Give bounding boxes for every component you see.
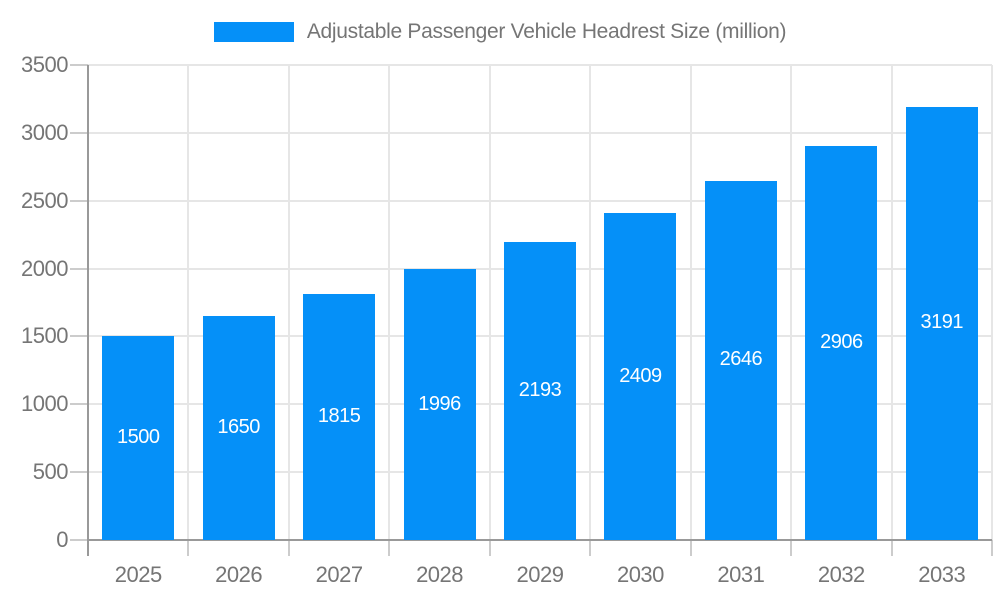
bar-2032 bbox=[805, 145, 878, 540]
x-axis-tick bbox=[187, 540, 190, 556]
x-axis-tick bbox=[790, 540, 793, 556]
gridline-horizontal bbox=[88, 131, 992, 134]
bar-2027 bbox=[303, 293, 376, 540]
gridline-horizontal bbox=[88, 64, 992, 66]
bar-value-label: 1996 bbox=[418, 392, 461, 415]
y-axis-tick bbox=[70, 199, 88, 202]
gridline-vertical bbox=[488, 65, 491, 540]
bar-value-label: 3191 bbox=[920, 311, 964, 334]
y-tick-label: 500 bbox=[32, 459, 69, 485]
bar-value-label: 2409 bbox=[619, 364, 662, 387]
x-axis-tick bbox=[388, 540, 391, 556]
x-tick-label: 2028 bbox=[416, 562, 464, 587]
x-axis-tick bbox=[890, 540, 893, 556]
x-axis-line bbox=[88, 539, 992, 541]
y-tick-label: 2500 bbox=[21, 187, 68, 213]
bar-value-label: 2646 bbox=[719, 348, 763, 371]
gridline-vertical bbox=[187, 65, 190, 540]
y-tick-label: 3000 bbox=[21, 119, 68, 145]
y-tick-label: 2000 bbox=[21, 255, 68, 281]
bar-value-label: 1815 bbox=[317, 404, 361, 427]
bar-2031 bbox=[704, 180, 777, 540]
y-axis-tick bbox=[70, 267, 88, 270]
bar-2033 bbox=[905, 106, 978, 540]
bar-value-label: 2906 bbox=[820, 330, 863, 353]
x-tick-label: 2026 bbox=[215, 562, 263, 587]
y-axis-tick bbox=[70, 131, 88, 134]
bar-value-label: 1650 bbox=[217, 416, 260, 439]
bar-value-label: 2193 bbox=[518, 379, 562, 402]
x-tick-label: 2027 bbox=[315, 562, 363, 587]
x-tick-label: 2032 bbox=[817, 562, 865, 587]
y-axis-line bbox=[87, 65, 89, 556]
x-tick-label: 2030 bbox=[616, 562, 664, 587]
bar-2026 bbox=[202, 316, 275, 540]
gridline-vertical bbox=[287, 65, 290, 540]
bar-2030 bbox=[604, 213, 677, 540]
y-axis-tick bbox=[70, 539, 88, 541]
x-axis-tick bbox=[287, 540, 290, 556]
bar-2028 bbox=[403, 269, 476, 540]
x-axis-tick bbox=[991, 540, 993, 556]
y-axis-tick bbox=[70, 335, 88, 338]
x-tick-label: 2029 bbox=[516, 562, 564, 587]
y-axis-tick bbox=[70, 64, 88, 66]
gridline-vertical bbox=[991, 65, 993, 540]
x-tick-label: 2033 bbox=[918, 562, 966, 587]
x-tick-label: 2025 bbox=[114, 562, 162, 587]
gridline-horizontal bbox=[88, 199, 992, 202]
bar-2025 bbox=[102, 336, 175, 540]
x-axis-tick bbox=[589, 540, 592, 556]
legend-swatch bbox=[213, 22, 294, 42]
gridline-vertical bbox=[388, 65, 391, 540]
y-tick-label: 1000 bbox=[21, 391, 68, 417]
legend-label: Adjustable Passenger Vehicle Headrest Si… bbox=[306, 20, 787, 43]
bar-value-label: 1500 bbox=[116, 426, 160, 449]
bar-2029 bbox=[504, 242, 576, 540]
y-tick-label: 1500 bbox=[21, 323, 68, 349]
x-tick-label: 2031 bbox=[717, 562, 765, 587]
y-tick-label: 0 bbox=[56, 527, 68, 552]
gridline-vertical bbox=[890, 65, 893, 540]
y-tick-label: 3500 bbox=[21, 52, 68, 77]
gridline-vertical bbox=[790, 65, 793, 540]
gridline-vertical bbox=[689, 65, 692, 540]
y-axis-tick bbox=[70, 471, 88, 474]
legend-item[interactable]: Adjustable Passenger Vehicle Headrest Si… bbox=[0, 20, 1000, 44]
gridline-vertical bbox=[589, 65, 592, 540]
y-axis-tick bbox=[70, 403, 88, 406]
x-axis-tick bbox=[689, 540, 692, 556]
x-axis-tick bbox=[488, 540, 491, 556]
